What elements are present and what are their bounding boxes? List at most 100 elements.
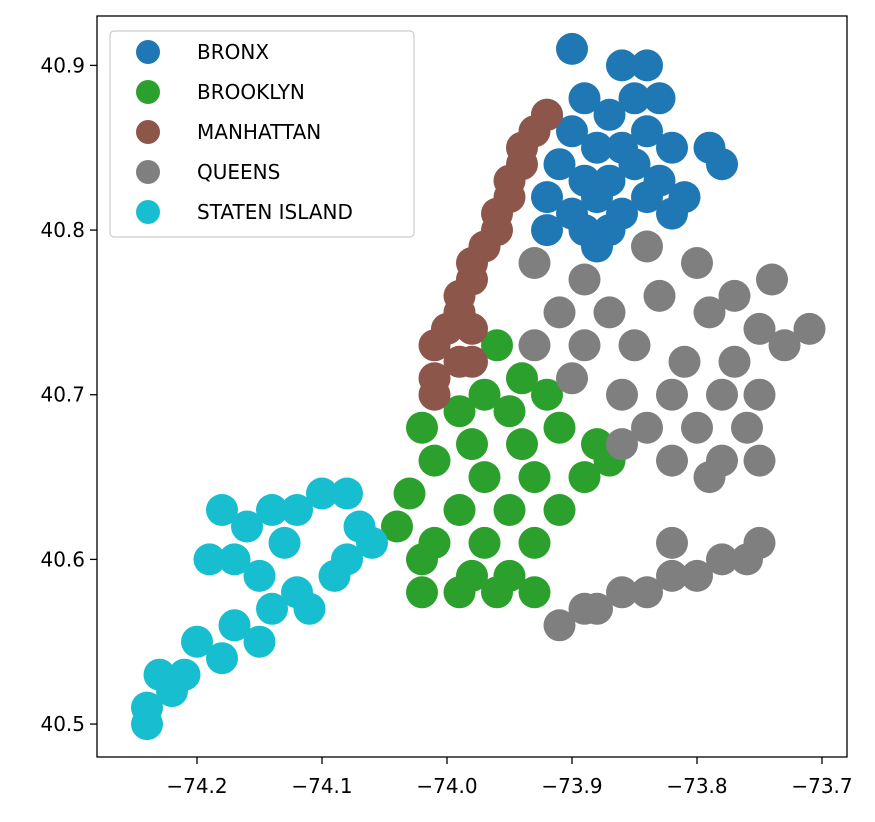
data-point — [418, 444, 451, 477]
data-point — [518, 576, 551, 609]
data-point — [481, 576, 513, 609]
legend-marker — [136, 200, 160, 224]
data-point — [606, 428, 638, 461]
y-tick-label: 40.7 — [40, 383, 85, 407]
data-point — [543, 411, 576, 444]
data-point — [793, 312, 826, 345]
data-point — [256, 592, 288, 625]
data-point — [406, 411, 438, 444]
x-tick-label: −74.1 — [291, 774, 352, 798]
legend-label: BROOKLYN — [197, 80, 305, 104]
data-point — [743, 378, 776, 411]
data-point — [656, 444, 688, 477]
data-point — [743, 444, 776, 477]
data-point — [581, 181, 613, 214]
data-point — [306, 477, 338, 510]
data-point — [743, 312, 776, 345]
data-point — [568, 263, 601, 296]
data-point — [193, 543, 226, 576]
data-point — [568, 329, 601, 362]
legend-marker — [136, 160, 160, 184]
legend-label: STATEN ISLAND — [197, 200, 353, 224]
data-point — [681, 247, 713, 279]
data-point — [418, 378, 451, 411]
data-point — [706, 378, 738, 411]
data-point — [606, 576, 638, 609]
legend-label: MANHATTAN — [197, 120, 321, 144]
data-point — [481, 329, 513, 362]
y-tick-label: 40.6 — [40, 547, 85, 571]
data-point — [506, 362, 538, 395]
data-point — [556, 32, 588, 65]
legend-marker — [136, 40, 160, 64]
data-point — [568, 461, 601, 494]
data-point — [718, 279, 751, 312]
series-brooklyn — [381, 329, 626, 609]
data-point — [468, 461, 501, 494]
data-point — [256, 494, 288, 526]
data-point — [518, 526, 551, 559]
data-point — [543, 609, 576, 642]
data-point — [693, 461, 726, 494]
data-point — [156, 675, 188, 708]
data-point — [543, 296, 576, 329]
data-point — [643, 279, 676, 312]
data-point — [631, 576, 663, 609]
data-point — [581, 230, 613, 263]
x-tick-label: −73.7 — [791, 774, 852, 798]
data-point — [218, 543, 251, 576]
data-point — [406, 576, 438, 609]
data-point — [331, 477, 363, 510]
data-point — [518, 247, 551, 279]
legend-label: QUEENS — [197, 160, 280, 184]
x-tick-label: −74.2 — [166, 774, 227, 798]
data-point — [706, 543, 738, 576]
data-point — [268, 526, 301, 559]
data-point — [468, 526, 501, 559]
data-point — [443, 494, 476, 526]
data-point — [131, 708, 163, 741]
data-point — [206, 642, 238, 675]
legend-box — [109, 30, 415, 238]
data-point — [543, 148, 576, 181]
data-point — [531, 378, 563, 411]
data-point — [293, 592, 326, 625]
legend-marker — [136, 80, 160, 104]
data-point — [743, 526, 776, 559]
legend-marker — [136, 120, 160, 144]
data-point — [418, 329, 451, 362]
data-point — [631, 230, 663, 263]
series-staten-island — [131, 477, 388, 741]
data-point — [456, 345, 488, 378]
series-bronx — [531, 32, 738, 263]
data-point — [468, 378, 501, 411]
data-point — [556, 115, 588, 148]
x-axis: −74.2 −74.1 −74.0 −73.9 −73.8 −73.7 — [166, 757, 853, 798]
data-point — [443, 395, 476, 428]
data-point — [668, 345, 701, 378]
data-point — [706, 148, 738, 181]
data-point — [631, 181, 663, 214]
data-point — [493, 395, 526, 428]
data-point — [606, 378, 638, 411]
data-point — [518, 329, 551, 362]
data-point — [531, 214, 563, 247]
data-point — [618, 148, 651, 181]
points-layer — [131, 32, 826, 741]
data-point — [518, 461, 551, 494]
data-point — [506, 428, 538, 461]
data-point — [343, 510, 376, 543]
data-point — [406, 543, 438, 576]
data-point — [243, 559, 276, 592]
y-tick-label: 40.9 — [40, 53, 85, 77]
data-point — [543, 494, 576, 526]
data-point — [218, 609, 251, 642]
data-point — [556, 362, 588, 395]
data-point — [331, 543, 363, 576]
data-point — [756, 263, 788, 296]
data-point — [456, 428, 488, 461]
data-point — [656, 559, 688, 592]
data-point — [606, 49, 638, 82]
data-point — [681, 411, 713, 444]
